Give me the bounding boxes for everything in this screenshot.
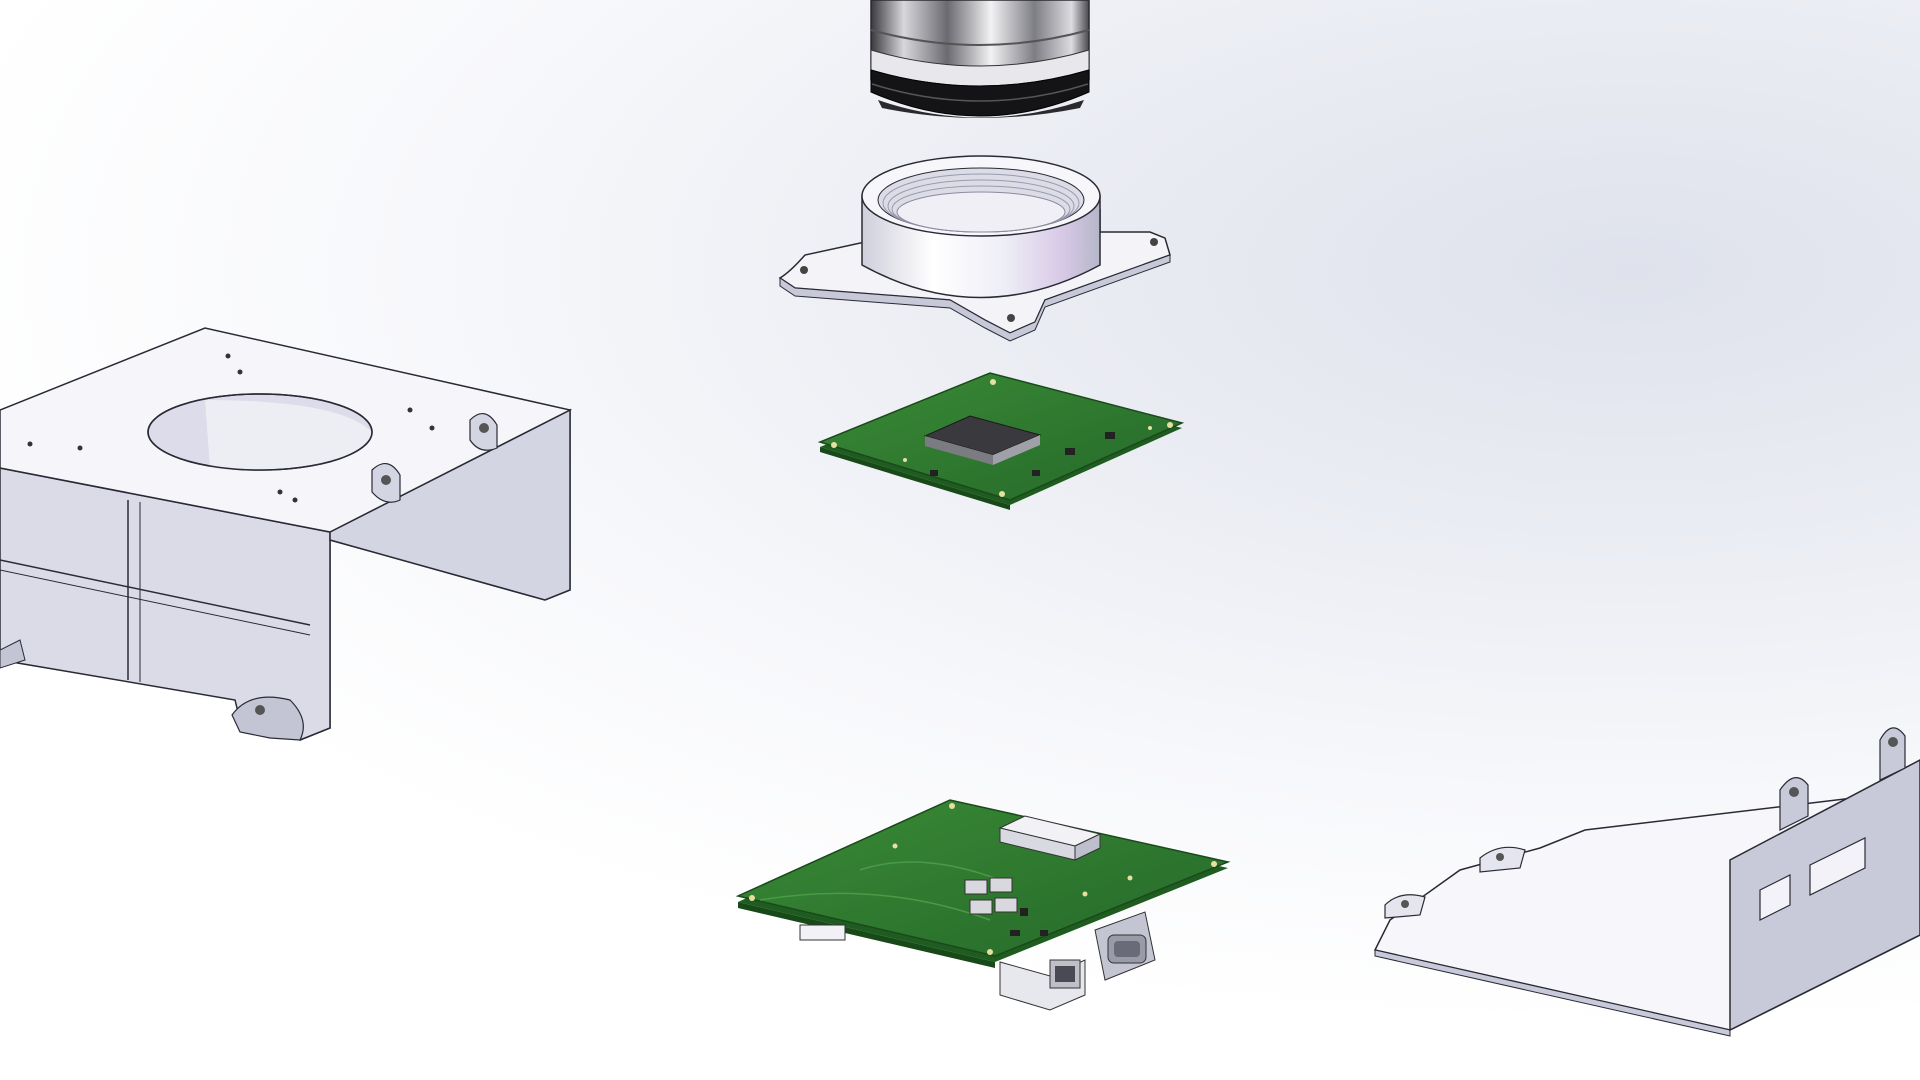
component-cluster	[964, 877, 1048, 936]
main-pcb[interactable]	[735, 799, 1231, 1011]
cover-tab-2	[1879, 727, 1906, 781]
chassis-tab-right	[469, 413, 498, 451]
ethernet-jack	[999, 959, 1086, 1011]
d-sub-connector	[1094, 911, 1156, 981]
chassis-bracket[interactable]	[0, 327, 573, 741]
lens-barrel[interactable]	[870, 0, 1090, 118]
cover-bracket[interactable]	[1373, 727, 1920, 1037]
lens-mount[interactable]	[778, 155, 1171, 342]
chassis-tab-left	[371, 463, 401, 503]
cover-tab-1	[1779, 777, 1809, 831]
sensor-pcb[interactable]	[817, 372, 1185, 510]
header-connector	[998, 815, 1102, 861]
